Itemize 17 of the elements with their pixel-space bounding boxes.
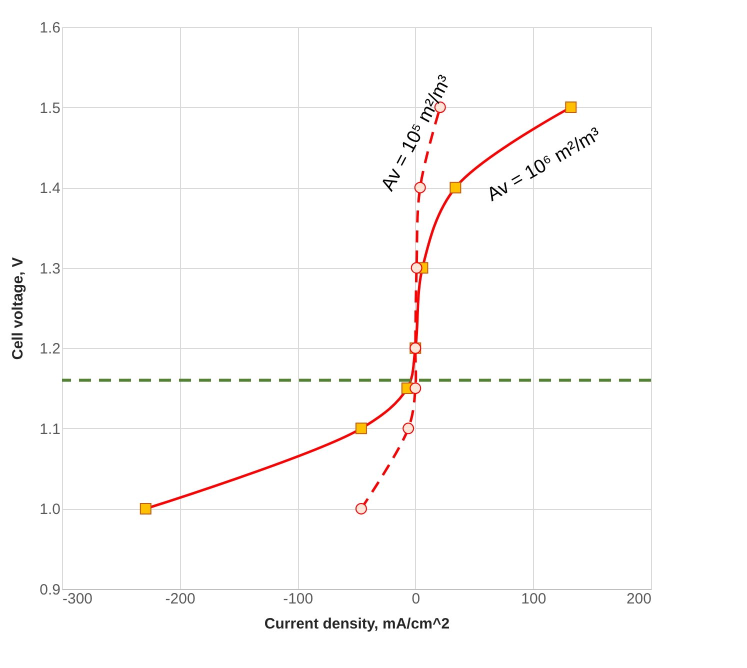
y-tick-label: 1.5 bbox=[40, 100, 60, 117]
x-tick-label: 0 bbox=[412, 590, 420, 608]
x-tick-label: -200 bbox=[165, 590, 196, 608]
y-tick-label: 1.3 bbox=[40, 260, 60, 278]
x-tick-label: -100 bbox=[283, 590, 314, 608]
y-axis-title: Cell voltage, V bbox=[10, 257, 27, 360]
y-tick-label: 1.4 bbox=[40, 180, 60, 198]
x-tick-label: -300 bbox=[62, 590, 93, 608]
y-tick-label: 1.2 bbox=[40, 340, 60, 358]
y-tick-label: 1.1 bbox=[40, 420, 60, 438]
x-axis-title: Current density, mA/cm^2 bbox=[264, 616, 450, 632]
y-tick-label: 1.6 bbox=[40, 20, 60, 36]
y-tick-label: 0.9 bbox=[40, 582, 60, 598]
text: Av = 10⁵ m²/m³ bbox=[378, 72, 456, 194]
y-tick-label: 1.0 bbox=[40, 501, 60, 518]
x-tick-label: 100 bbox=[521, 590, 546, 608]
x-tick-label: 200 bbox=[626, 590, 652, 608]
